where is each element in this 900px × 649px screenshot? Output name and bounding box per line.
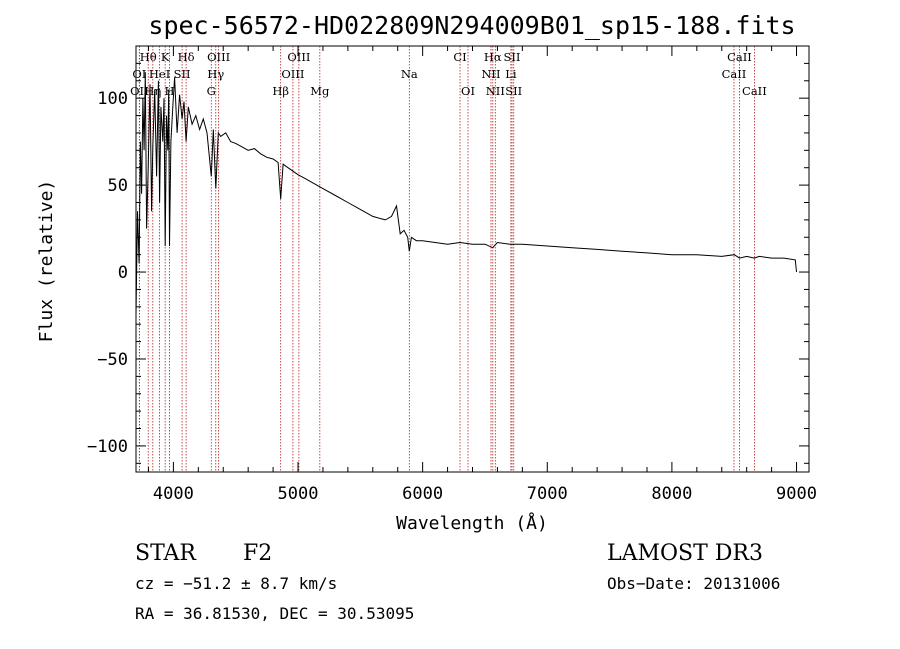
spectral-line-label: SII: [505, 84, 522, 98]
spectral-line-label: Li: [505, 67, 517, 81]
axis-ticks: 4000 5000 6000 7000 8000 9000 100 50 0 −50 −100: [87, 46, 817, 504]
survey-name: LAMOST DR3: [607, 541, 763, 566]
spectral-line-label: Hδ: [178, 50, 195, 64]
spectral-line-label: OII: [130, 84, 149, 98]
spectral-line-label: Hβ: [272, 84, 289, 98]
y-tick-label: 0: [118, 263, 128, 283]
spectral-line-label: CaII: [742, 84, 767, 98]
x-tick-label: 7000: [527, 484, 568, 504]
spectral-line-label: CI: [453, 50, 466, 64]
x-axis-label: Wavelength (Å): [396, 512, 548, 534]
spectral-line-label: OI: [461, 84, 475, 98]
y-tick-label: 100: [97, 89, 128, 109]
x-tick-label: 9000: [776, 484, 817, 504]
spectral-line-label: HeI: [149, 67, 170, 81]
y-tick-label: 50: [108, 176, 128, 196]
spectral-line-label: OIII: [287, 50, 310, 64]
object-class: STAR: [135, 541, 197, 566]
chart-title: spec-56572-HD022809N294009B01_sp15-188.f…: [148, 11, 795, 40]
spectral-line-label: OIII: [281, 67, 304, 81]
observation-date: Obs−Date: 20131006: [607, 574, 780, 593]
y-tick-label: −100: [87, 437, 128, 457]
spectral-line-label: Hη: [144, 84, 161, 98]
spectral-line-label: H: [165, 84, 175, 98]
spectral-line-label: OIII: [207, 50, 230, 64]
spectral-line-label: K: [161, 50, 170, 64]
x-tick-label: 5000: [278, 484, 319, 504]
plot-frame: [135, 45, 810, 473]
x-tick-label: 4000: [153, 484, 194, 504]
x-tick-label: 6000: [402, 484, 443, 504]
spectral-line-label: Hγ: [207, 67, 224, 81]
x-tick-label: 8000: [651, 484, 692, 504]
spectral-line-markers: [138, 46, 755, 472]
spectral-line-label: G: [207, 84, 216, 98]
spectral-line-label: Hθ: [140, 50, 157, 64]
spectral-line-label: Na: [401, 67, 418, 81]
y-tick-label: −50: [97, 350, 128, 370]
spectral-line-label: CaII: [722, 67, 747, 81]
spectral-line-label: CaII: [727, 50, 752, 64]
spectral-line-label: OI: [132, 67, 146, 81]
spectral-line-label: Mg: [310, 84, 330, 98]
spectral-line-label: Hα: [484, 50, 502, 64]
spectral-line-label: SII: [174, 67, 191, 81]
spectral-line-label: SII: [504, 50, 521, 64]
spectral-line-label: NII: [486, 84, 505, 98]
spectral-subclass: F2: [243, 541, 272, 566]
spectral-line-label: NII: [481, 67, 500, 81]
y-axis-label: Flux (relative): [36, 180, 57, 343]
sky-coordinates: RA = 36.81530, DEC = 30.53095: [135, 604, 414, 623]
redshift-velocity: cz = −51.2 ± 8.7 km/s: [135, 574, 337, 593]
flux-series-line: [135, 72, 797, 316]
